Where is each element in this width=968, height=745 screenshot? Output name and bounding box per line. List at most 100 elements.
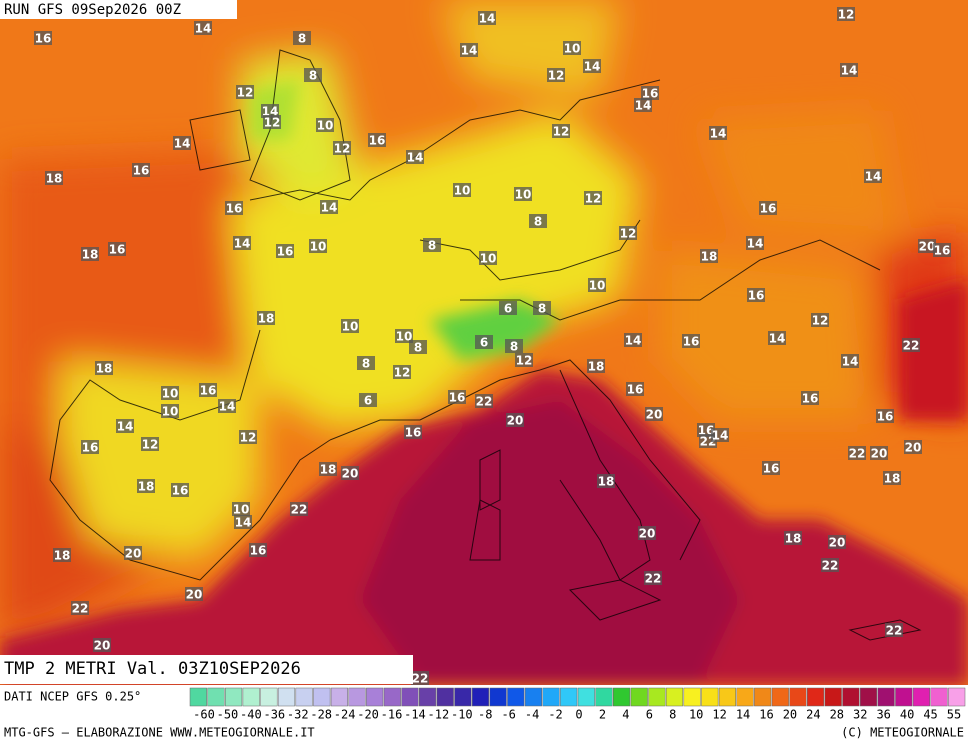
label-box [368, 133, 386, 147]
label-box [161, 404, 179, 418]
temperature-label: 12 [620, 227, 637, 241]
label-box [747, 288, 765, 302]
legend-swatch [683, 687, 701, 707]
label-box [700, 249, 718, 263]
label-box [341, 319, 359, 333]
label-box [697, 423, 715, 437]
legend-swatch [507, 687, 525, 707]
temperature-label: 12 [142, 438, 159, 452]
temperature-label: 14 [769, 332, 786, 346]
legend-tick-label: 20 [783, 708, 797, 722]
temperature-label: 20 [829, 536, 846, 550]
label-box [137, 479, 155, 493]
legend-tick-label: -6 [501, 708, 515, 722]
legend-swatch [701, 687, 719, 707]
legend-swatch [295, 687, 313, 707]
label-box [762, 461, 780, 475]
legend-swatch [524, 687, 542, 707]
label-box [584, 191, 602, 205]
label-box [709, 126, 727, 140]
legend-tick-label: 36 [876, 708, 890, 722]
temperature-label: 22 [72, 602, 89, 616]
temperature-label: 18 [82, 248, 99, 262]
legend-swatch [436, 687, 454, 707]
temperature-label: 18 [320, 463, 337, 477]
legend-tick-label: 6 [646, 708, 653, 722]
label-box [234, 515, 252, 529]
legend-tick-label: -32 [287, 708, 309, 722]
legend-swatch [313, 687, 331, 707]
legend-swatch [383, 687, 401, 707]
label-box [141, 437, 159, 451]
label-box [81, 247, 99, 261]
label-box [194, 21, 212, 35]
label-box [746, 236, 764, 250]
label-box [161, 386, 179, 400]
legend-swatch [824, 687, 842, 707]
temperature-label: 12 [264, 116, 281, 130]
label-box [423, 238, 441, 252]
legend-swatch [718, 687, 736, 707]
temperature-label: 10 [480, 252, 497, 266]
legend-swatch [330, 687, 348, 707]
label-box [309, 239, 327, 253]
source-label: DATI NCEP GFS 0.25° [4, 690, 141, 704]
legend-swatch [419, 687, 437, 707]
temperature-label: 10 [454, 184, 471, 198]
legend-tick-label: 8 [669, 708, 676, 722]
legend-tick-label: 12 [712, 708, 726, 722]
label-box [682, 334, 700, 348]
temperature-label: 22 [645, 572, 662, 586]
temperature-label: 12 [585, 192, 602, 206]
temperature-label: 10 [589, 279, 606, 293]
legend-swatch [577, 687, 595, 707]
label-box [357, 356, 375, 370]
label-box [304, 68, 322, 82]
legend-tick-label: 28 [830, 708, 844, 722]
label-box [918, 239, 936, 253]
legend-swatch [242, 687, 260, 707]
label-box [597, 474, 615, 488]
label-box [876, 409, 894, 423]
temperature-label: 16 [683, 335, 700, 349]
legend-tick-label: -28 [310, 708, 332, 722]
label-box [837, 7, 855, 21]
temperature-label: 14 [461, 44, 478, 58]
temperature-label: 22 [412, 672, 429, 686]
temperature-label: 8 [414, 341, 422, 355]
label-box [249, 543, 267, 557]
legend-swatch [348, 687, 366, 707]
legend-swatch [471, 687, 490, 707]
label-box [768, 331, 786, 345]
label-box [218, 399, 236, 413]
label-box [533, 301, 551, 315]
legend-swatch [189, 687, 207, 707]
label-box [563, 41, 581, 55]
temperature-label: 22 [291, 503, 308, 517]
legend-tick-label: -20 [357, 708, 379, 722]
temperature-label: 8 [510, 340, 518, 354]
temperature-label: 16 [82, 441, 99, 455]
copyright-label: (C) METEOGIORNALE [841, 726, 964, 740]
legend-swatch [366, 687, 384, 707]
run-box [0, 0, 237, 19]
temperature-label: 16 [226, 202, 243, 216]
label-box [124, 546, 142, 560]
legend-tick-label: -10 [451, 708, 473, 722]
label-box [225, 201, 243, 215]
label-box [395, 329, 413, 343]
color-legend: -60 -50 -40 -36 -32 -28 -24 -20 -16 -14 -12 -10 -8 -6… [189, 687, 966, 722]
temperature-label: 16 [109, 243, 126, 257]
temperature-label: 10 [396, 330, 413, 344]
label-box [293, 31, 311, 45]
temperature-label: 16 [748, 289, 765, 303]
temperature-label: 14 [865, 170, 882, 184]
label-box [933, 243, 951, 257]
label-box [479, 251, 497, 265]
legend-swatch [613, 687, 631, 707]
temperature-label: 20 [94, 639, 111, 653]
temperature-label: 14 [219, 400, 236, 414]
temperature-label: 22 [822, 559, 839, 573]
legend-tick-label: 55 [947, 708, 961, 722]
temperature-label: 14 [195, 22, 212, 36]
